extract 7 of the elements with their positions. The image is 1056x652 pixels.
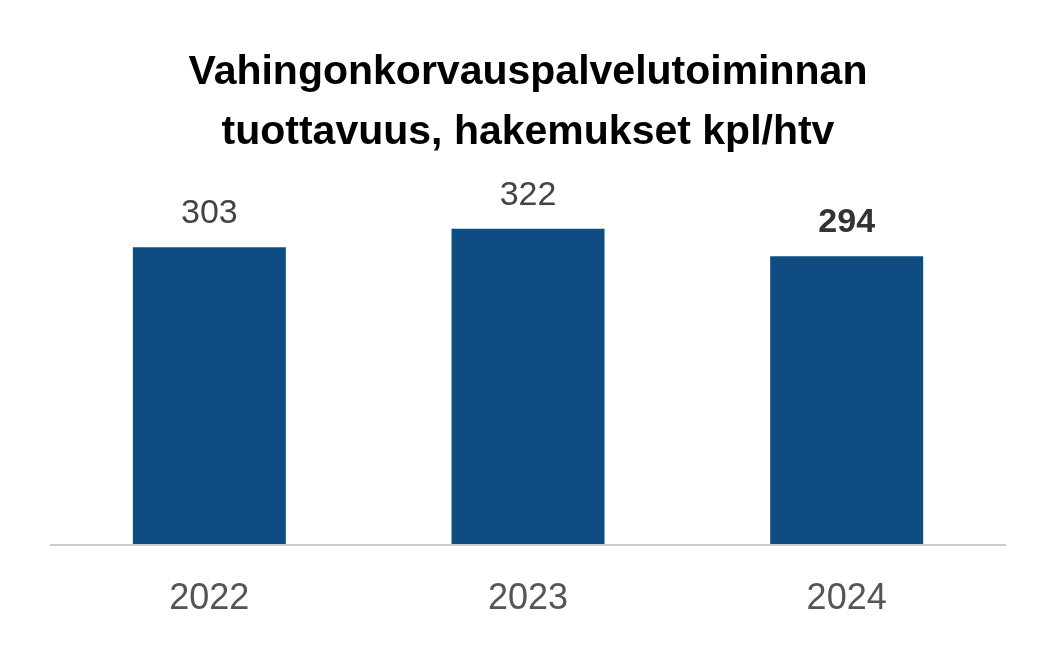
x-tick-label: 2023 (487, 575, 569, 617)
data-label: 303 (180, 192, 238, 231)
data-label: 294 (818, 201, 876, 240)
x-tick-label: 2022 (169, 575, 250, 617)
data-label: 322 (499, 173, 557, 212)
chart-title: Vahingonkorvauspalvelutoiminnan tuottavuus, hakemukset kpl/htv (187, 46, 869, 155)
x-tick-label: 2024 (806, 575, 887, 617)
